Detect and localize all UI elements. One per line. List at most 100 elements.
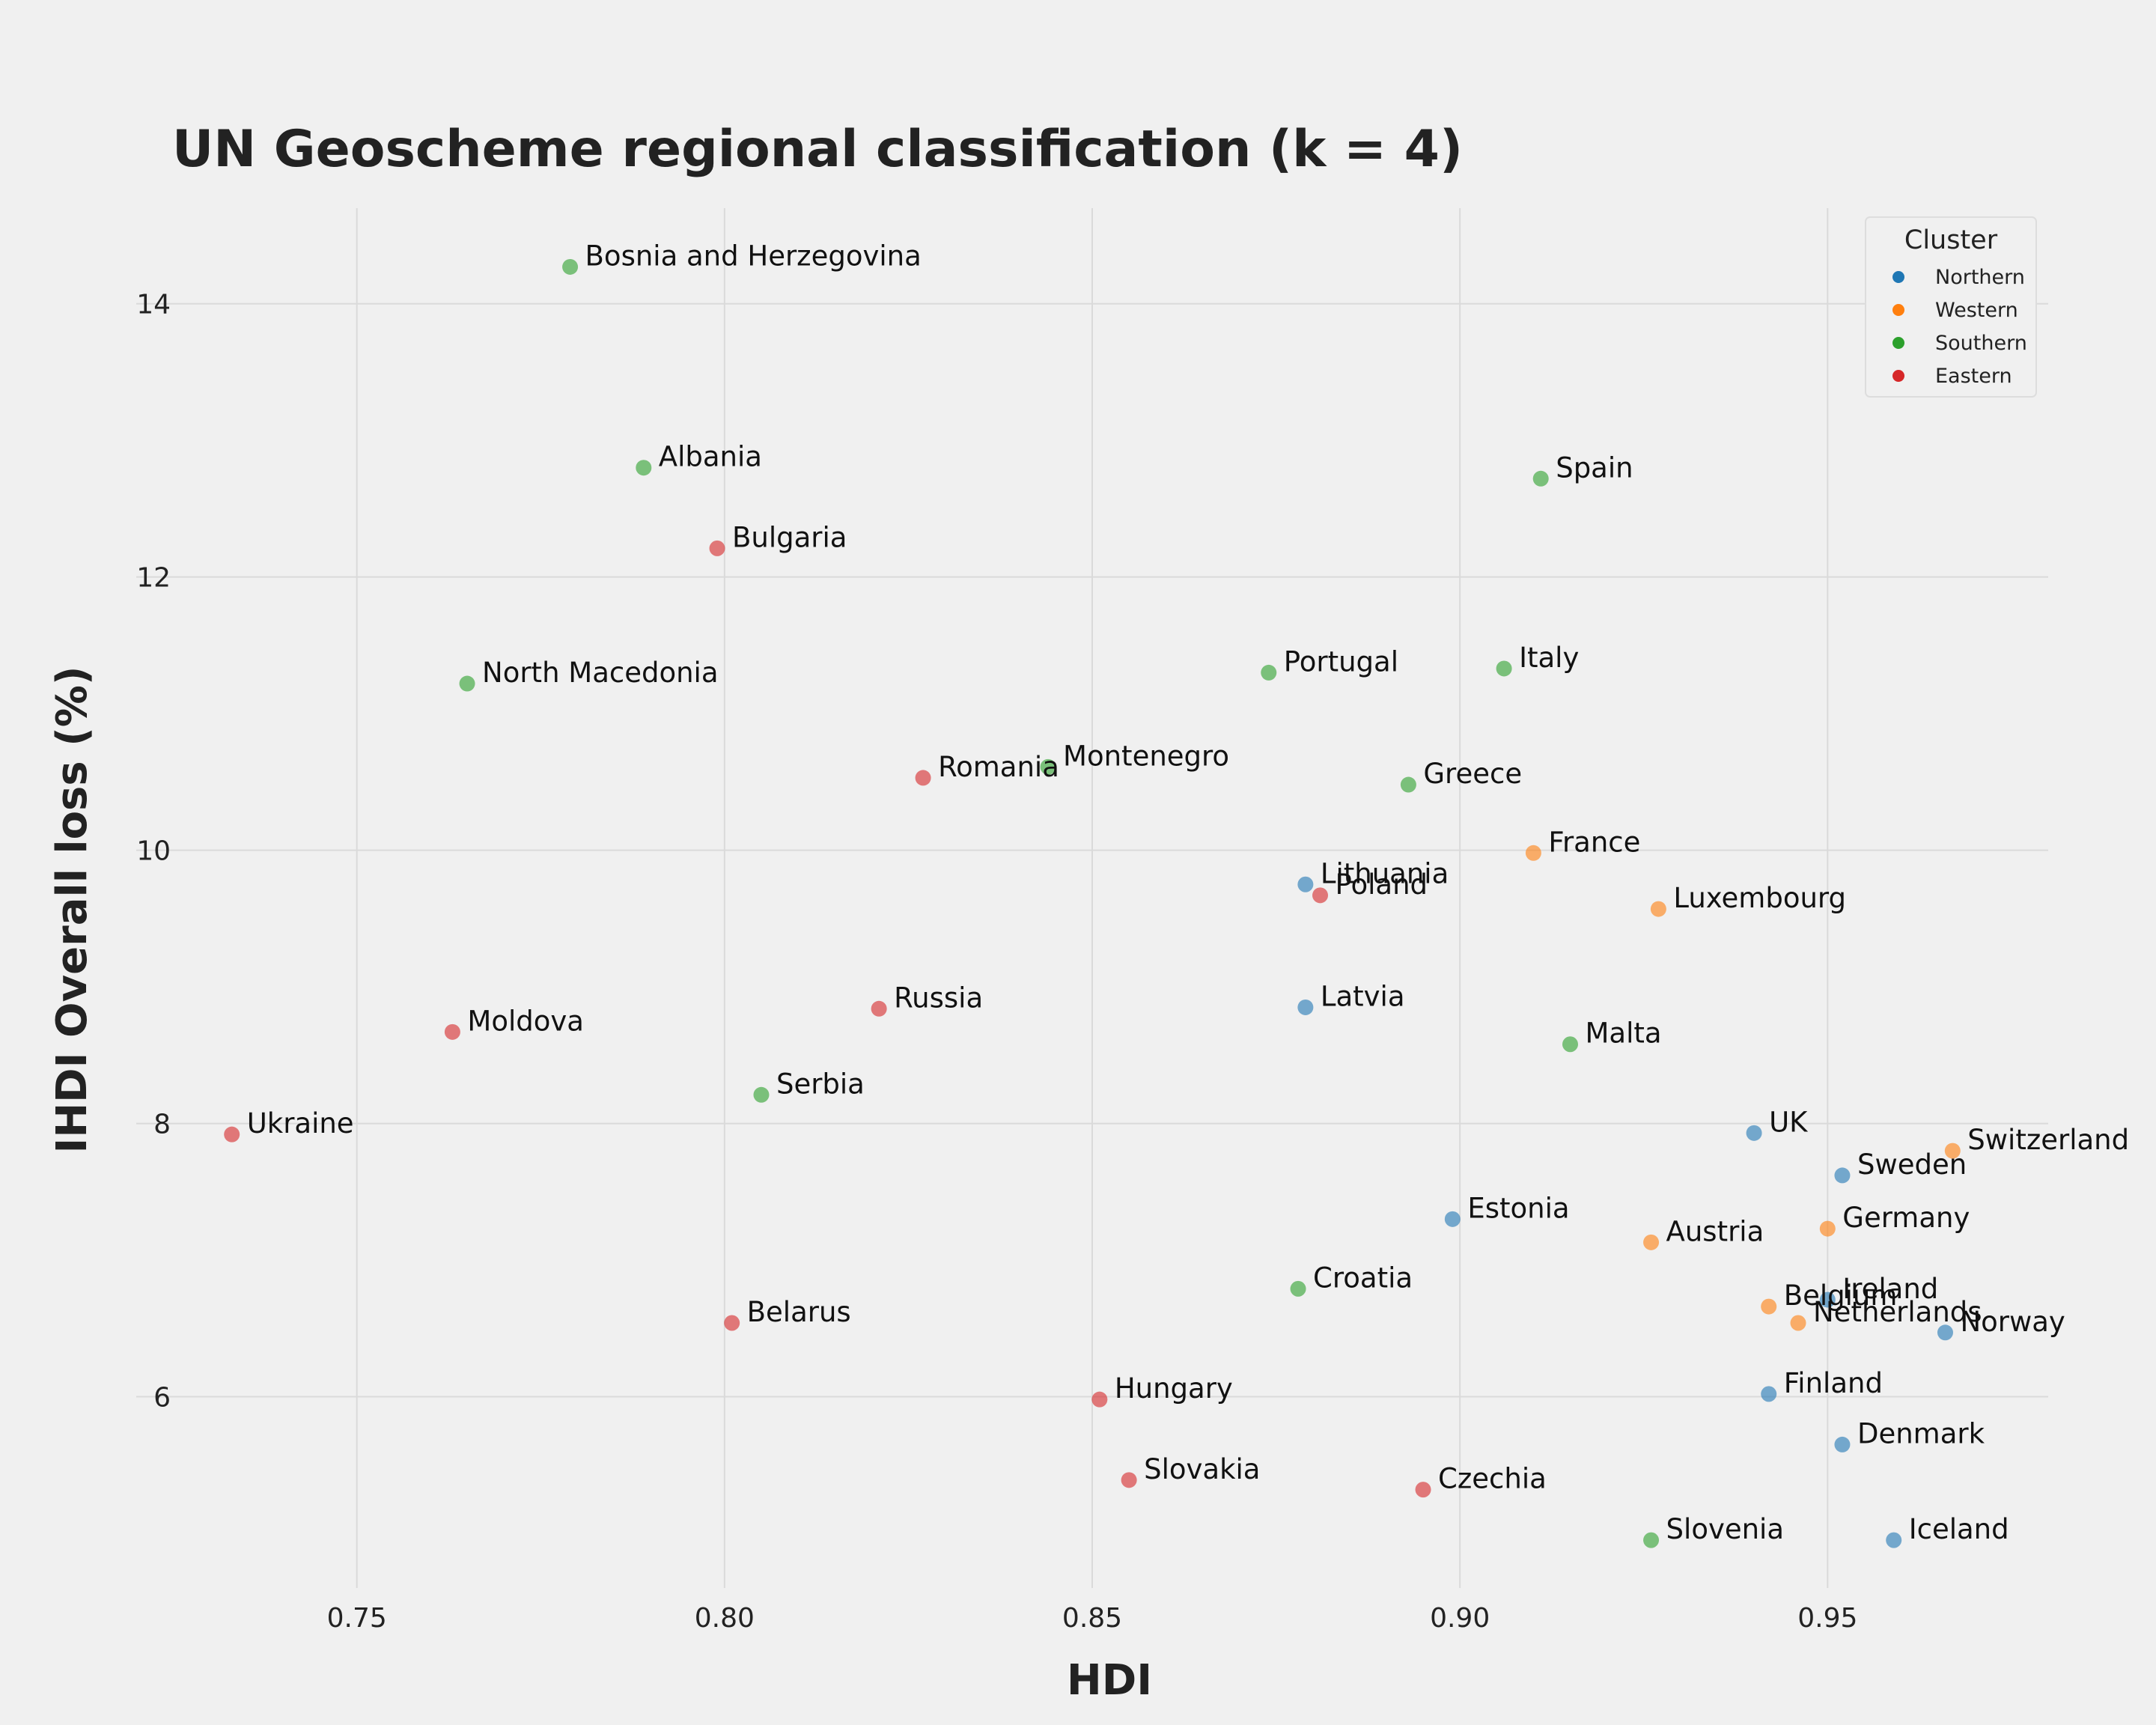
legend-marker [1892, 271, 1904, 283]
data-point [1886, 1532, 1902, 1548]
point-label: Poland [1336, 868, 1428, 901]
data-point [1400, 776, 1416, 793]
point-label: Portugal [1284, 645, 1398, 678]
data-point [1834, 1436, 1851, 1452]
legend: Cluster Northern Western Southern Eastern [1865, 216, 2037, 398]
data-point [871, 1000, 887, 1017]
data-point [1415, 1482, 1431, 1498]
data-point [1312, 887, 1329, 904]
x-axis-label: HDI [1067, 1656, 1152, 1705]
data-point [724, 1315, 740, 1331]
point-label: Slovenia [1666, 1513, 1784, 1545]
point-label: Bosnia and Herzegovina [585, 240, 922, 272]
data-point [1091, 1391, 1108, 1408]
data-point [1944, 1143, 1961, 1159]
legend-entry: Western [1935, 299, 2018, 322]
point-label: Croatia [1313, 1262, 1413, 1294]
data-point [459, 675, 475, 692]
data-point [1040, 758, 1056, 775]
data-point [1261, 664, 1277, 681]
point-label: Belarus [747, 1296, 851, 1328]
point-label: Italy [1519, 642, 1579, 674]
point-label: Denmark [1857, 1417, 1985, 1449]
point-label: Ireland [1842, 1273, 1938, 1305]
point-label: Malta [1586, 1017, 1662, 1050]
x-tick-label: 0.80 [695, 1603, 755, 1634]
point-label: Switzerland [1967, 1124, 2129, 1156]
data-point [1937, 1324, 1953, 1341]
point-label: Finland [1784, 1367, 1883, 1399]
x-axis-ticks: 0.75 0.80 0.85 0.90 0.95 [327, 1603, 1858, 1634]
data-point [1444, 1211, 1461, 1227]
point-label: Estonia [1467, 1192, 1569, 1224]
data-point [224, 1126, 240, 1143]
data-point [753, 1086, 770, 1103]
point-label: Moldova [467, 1005, 584, 1037]
legend-marker [1892, 304, 1904, 316]
x-tick-label: 0.85 [1062, 1603, 1122, 1634]
point-label: Ukraine [247, 1107, 354, 1140]
point-label: UK [1769, 1106, 1809, 1138]
point-label: Netherlands [1813, 1296, 1982, 1328]
point-label: Greece [1423, 758, 1522, 790]
data-point [709, 540, 725, 556]
data-point [562, 258, 579, 275]
legend-marker [1892, 337, 1904, 349]
point-label: Bulgaria [732, 521, 847, 553]
legend-entry: Eastern [1935, 365, 2012, 388]
data-point [1525, 845, 1541, 861]
point-label: Lithuania [1321, 857, 1449, 889]
legend-box [1865, 216, 2037, 398]
legend-title: Cluster [1904, 225, 1998, 255]
point-label: Slovakia [1144, 1453, 1260, 1485]
data-point [1496, 660, 1512, 677]
x-tick-label: 0.75 [327, 1603, 387, 1634]
point-label: Hungary [1115, 1372, 1233, 1405]
y-tick-label: 6 [153, 1383, 171, 1414]
y-tick-label: 14 [136, 290, 171, 320]
legend-marker [1892, 370, 1904, 382]
y-axis-label: IHDI Overall loss (%) [48, 666, 97, 1153]
data-point [1121, 1472, 1137, 1488]
data-point [444, 1023, 460, 1040]
point-label: Montenegro [1063, 740, 1229, 772]
point-label: Serbia [776, 1068, 865, 1100]
point-label: Russia [894, 982, 983, 1014]
data-point [1761, 1298, 1777, 1315]
point-label: Spain [1556, 451, 1633, 484]
legend-entry: Southern [1935, 332, 2027, 355]
data-point [1297, 999, 1314, 1015]
point-label: Luxembourg [1673, 882, 1846, 914]
data-point [1297, 876, 1314, 892]
point-label: North Macedonia [482, 657, 718, 689]
data-point [1643, 1234, 1660, 1250]
data-point [1532, 470, 1549, 487]
data-point [1790, 1315, 1806, 1331]
point-label: Norway [1960, 1306, 2065, 1338]
data-point [636, 460, 652, 476]
data-point [1290, 1280, 1306, 1297]
x-tick-label: 0.90 [1430, 1603, 1490, 1634]
legend-entry: Northern [1935, 266, 2025, 289]
point-label: France [1548, 826, 1640, 858]
point-label: Germany [1842, 1202, 1970, 1234]
data-point [1643, 1532, 1660, 1548]
y-tick-label: 8 [153, 1110, 171, 1140]
point-label: Belgium [1784, 1280, 1898, 1312]
data-point [1834, 1167, 1851, 1184]
y-tick-label: 10 [136, 836, 171, 867]
data-point [1819, 1292, 1836, 1308]
point-label: Austria [1666, 1215, 1764, 1247]
point-label: Latvia [1321, 980, 1405, 1012]
point-labels: Lithuania Latvia Estonia UK Sweden Ireland Nor… [247, 240, 2129, 1545]
point-label: Czechia [1438, 1463, 1547, 1495]
data-point [1746, 1125, 1762, 1141]
data-points [224, 258, 1961, 1548]
y-axis-ticks: 6 8 10 12 14 [136, 290, 171, 1414]
data-point [1819, 1220, 1836, 1237]
x-tick-label: 0.95 [1797, 1603, 1857, 1634]
point-label: Iceland [1909, 1513, 2009, 1545]
data-point [1650, 901, 1666, 917]
